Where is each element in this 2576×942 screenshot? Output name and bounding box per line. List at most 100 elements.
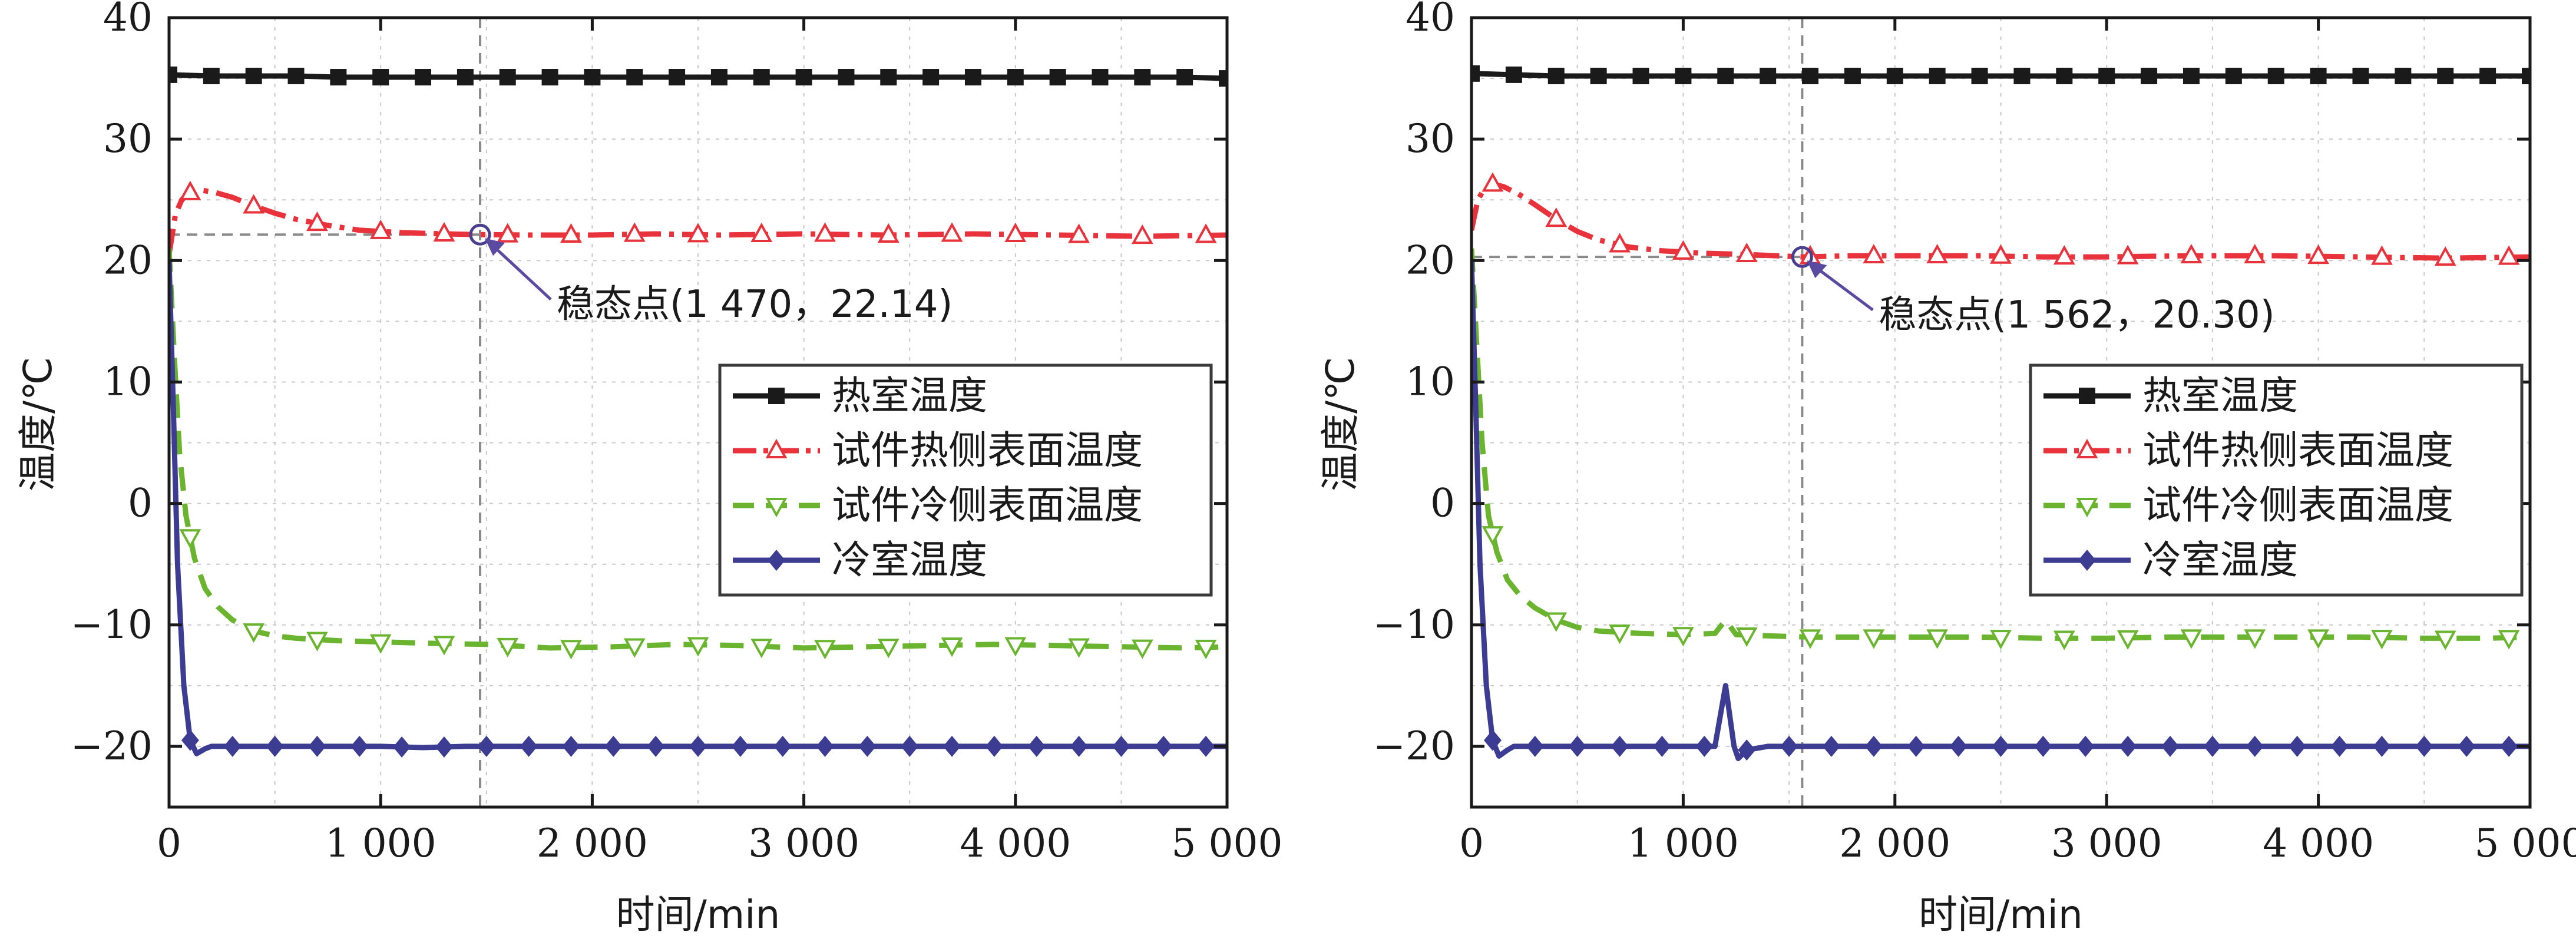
legend-marker-3 bbox=[765, 498, 788, 518]
series-point-2 bbox=[687, 223, 709, 243]
series-point-4 bbox=[773, 735, 792, 757]
series-point-1 bbox=[1219, 70, 1227, 87]
series-point-4 bbox=[1653, 735, 1671, 757]
x-tick-label: 2 000 bbox=[537, 821, 648, 866]
series-point-3 bbox=[1004, 637, 1027, 657]
series-point-3 bbox=[750, 639, 773, 659]
series-point-2 bbox=[941, 222, 963, 242]
series-point-4 bbox=[943, 735, 961, 757]
series-point-1 bbox=[1471, 65, 1480, 82]
series-point-2 bbox=[1863, 243, 1885, 264]
series-point-4 bbox=[1864, 735, 1883, 757]
series-point-1 bbox=[415, 69, 432, 86]
series-point-3 bbox=[497, 637, 519, 657]
series-point-1 bbox=[2056, 67, 2073, 84]
series-point-3 bbox=[2434, 630, 2456, 650]
series-point-1 bbox=[457, 69, 474, 86]
series-point-4 bbox=[901, 735, 919, 757]
series-point-4 bbox=[2246, 735, 2264, 757]
x-tick-label: 1 000 bbox=[1628, 821, 1739, 866]
series-point-3 bbox=[877, 639, 900, 659]
series-point-2 bbox=[1609, 233, 1631, 253]
series-point-1 bbox=[1760, 67, 1777, 84]
y-tick-label: 30 bbox=[103, 116, 153, 161]
series-point-4 bbox=[1027, 735, 1046, 757]
series-point-1 bbox=[1049, 69, 1066, 86]
series-point-4 bbox=[647, 735, 665, 757]
series-point-3 bbox=[1926, 629, 1949, 649]
series-point-4 bbox=[1483, 729, 1502, 751]
series-point-2 bbox=[1926, 243, 1949, 264]
series-point-4 bbox=[2161, 735, 2180, 757]
legend-marker-1 bbox=[768, 388, 785, 404]
series-point-1 bbox=[584, 69, 601, 86]
steady-point-marker bbox=[469, 223, 491, 246]
legend-box bbox=[2029, 363, 2524, 597]
series-point-2 bbox=[433, 222, 455, 242]
y-axis-title: 温度/℃ bbox=[1318, 357, 1363, 491]
x-tick-label: 4 000 bbox=[2263, 821, 2374, 866]
series-point-4 bbox=[1949, 735, 1967, 757]
series-point-2 bbox=[179, 180, 201, 200]
series-point-1 bbox=[710, 69, 728, 86]
x-tick-label: 5 000 bbox=[1172, 821, 1283, 866]
series-point-4 bbox=[1907, 735, 1925, 757]
x-tick-label: 1 000 bbox=[325, 821, 437, 866]
series-point-1 bbox=[1886, 67, 1903, 84]
series-point-1 bbox=[372, 69, 389, 86]
series-point-3 bbox=[623, 638, 646, 658]
series-point-4 bbox=[816, 735, 834, 757]
y-tick-label: 40 bbox=[103, 0, 153, 40]
series-point-3 bbox=[179, 529, 201, 549]
series-point-4 bbox=[985, 735, 1003, 757]
series-point-2 bbox=[2180, 243, 2203, 264]
series-line-1 bbox=[169, 72, 1227, 81]
series-point-2 bbox=[1735, 242, 1758, 262]
x-tick-label: 5 000 bbox=[2475, 821, 2576, 866]
series-point-2 bbox=[243, 194, 265, 214]
y-tick-label: 40 bbox=[1406, 0, 1455, 40]
series-point-4 bbox=[1197, 735, 1215, 757]
series-point-2 bbox=[1131, 224, 1153, 244]
series-point-1 bbox=[1717, 67, 1734, 84]
y-tick-label: −10 bbox=[71, 602, 153, 647]
x-axis-title: 时间/min bbox=[616, 892, 781, 937]
legend-marker-4 bbox=[768, 550, 785, 571]
plot-frame bbox=[167, 16, 1229, 809]
series-point-1 bbox=[330, 69, 347, 86]
steady-point-label: 稳态点(1 562，20.30) bbox=[1879, 293, 2274, 337]
series-point-4 bbox=[1568, 735, 1586, 757]
series-point-1 bbox=[1929, 67, 1946, 84]
series-point-4 bbox=[1695, 735, 1714, 757]
series-point-1 bbox=[2522, 67, 2530, 84]
series-point-1 bbox=[541, 69, 558, 86]
series-point-4 bbox=[1992, 735, 2010, 757]
series-point-1 bbox=[669, 69, 686, 86]
y-axis-title: 温度/℃ bbox=[15, 357, 61, 491]
series-point-4 bbox=[2415, 735, 2433, 757]
series-point-3 bbox=[560, 640, 582, 660]
series-point-2 bbox=[750, 222, 773, 242]
series-point-1 bbox=[1675, 67, 1692, 84]
series-point-1 bbox=[2310, 67, 2327, 84]
series-point-2 bbox=[623, 222, 646, 242]
series-point-4 bbox=[2458, 735, 2476, 757]
series-point-2 bbox=[814, 222, 836, 242]
legend-label-3: 试件冷侧表面温度 bbox=[832, 482, 1143, 528]
series-point-2 bbox=[497, 223, 519, 243]
series-point-2 bbox=[2498, 245, 2520, 265]
series-point-2 bbox=[2371, 245, 2393, 265]
series-point-3 bbox=[2180, 629, 2203, 649]
x-tick-label: 0 bbox=[1459, 821, 1484, 866]
series-point-3 bbox=[1068, 638, 1090, 658]
series-point-4 bbox=[1611, 735, 1629, 757]
legend-label-4: 冷室温度 bbox=[2142, 537, 2298, 583]
legend-label-4: 冷室温度 bbox=[832, 537, 987, 583]
legend-marker-3 bbox=[2076, 498, 2098, 518]
series-point-1 bbox=[1505, 66, 1522, 83]
series-point-4 bbox=[1780, 735, 1798, 757]
series-point-3 bbox=[687, 637, 709, 657]
series-point-1 bbox=[1632, 67, 1649, 84]
